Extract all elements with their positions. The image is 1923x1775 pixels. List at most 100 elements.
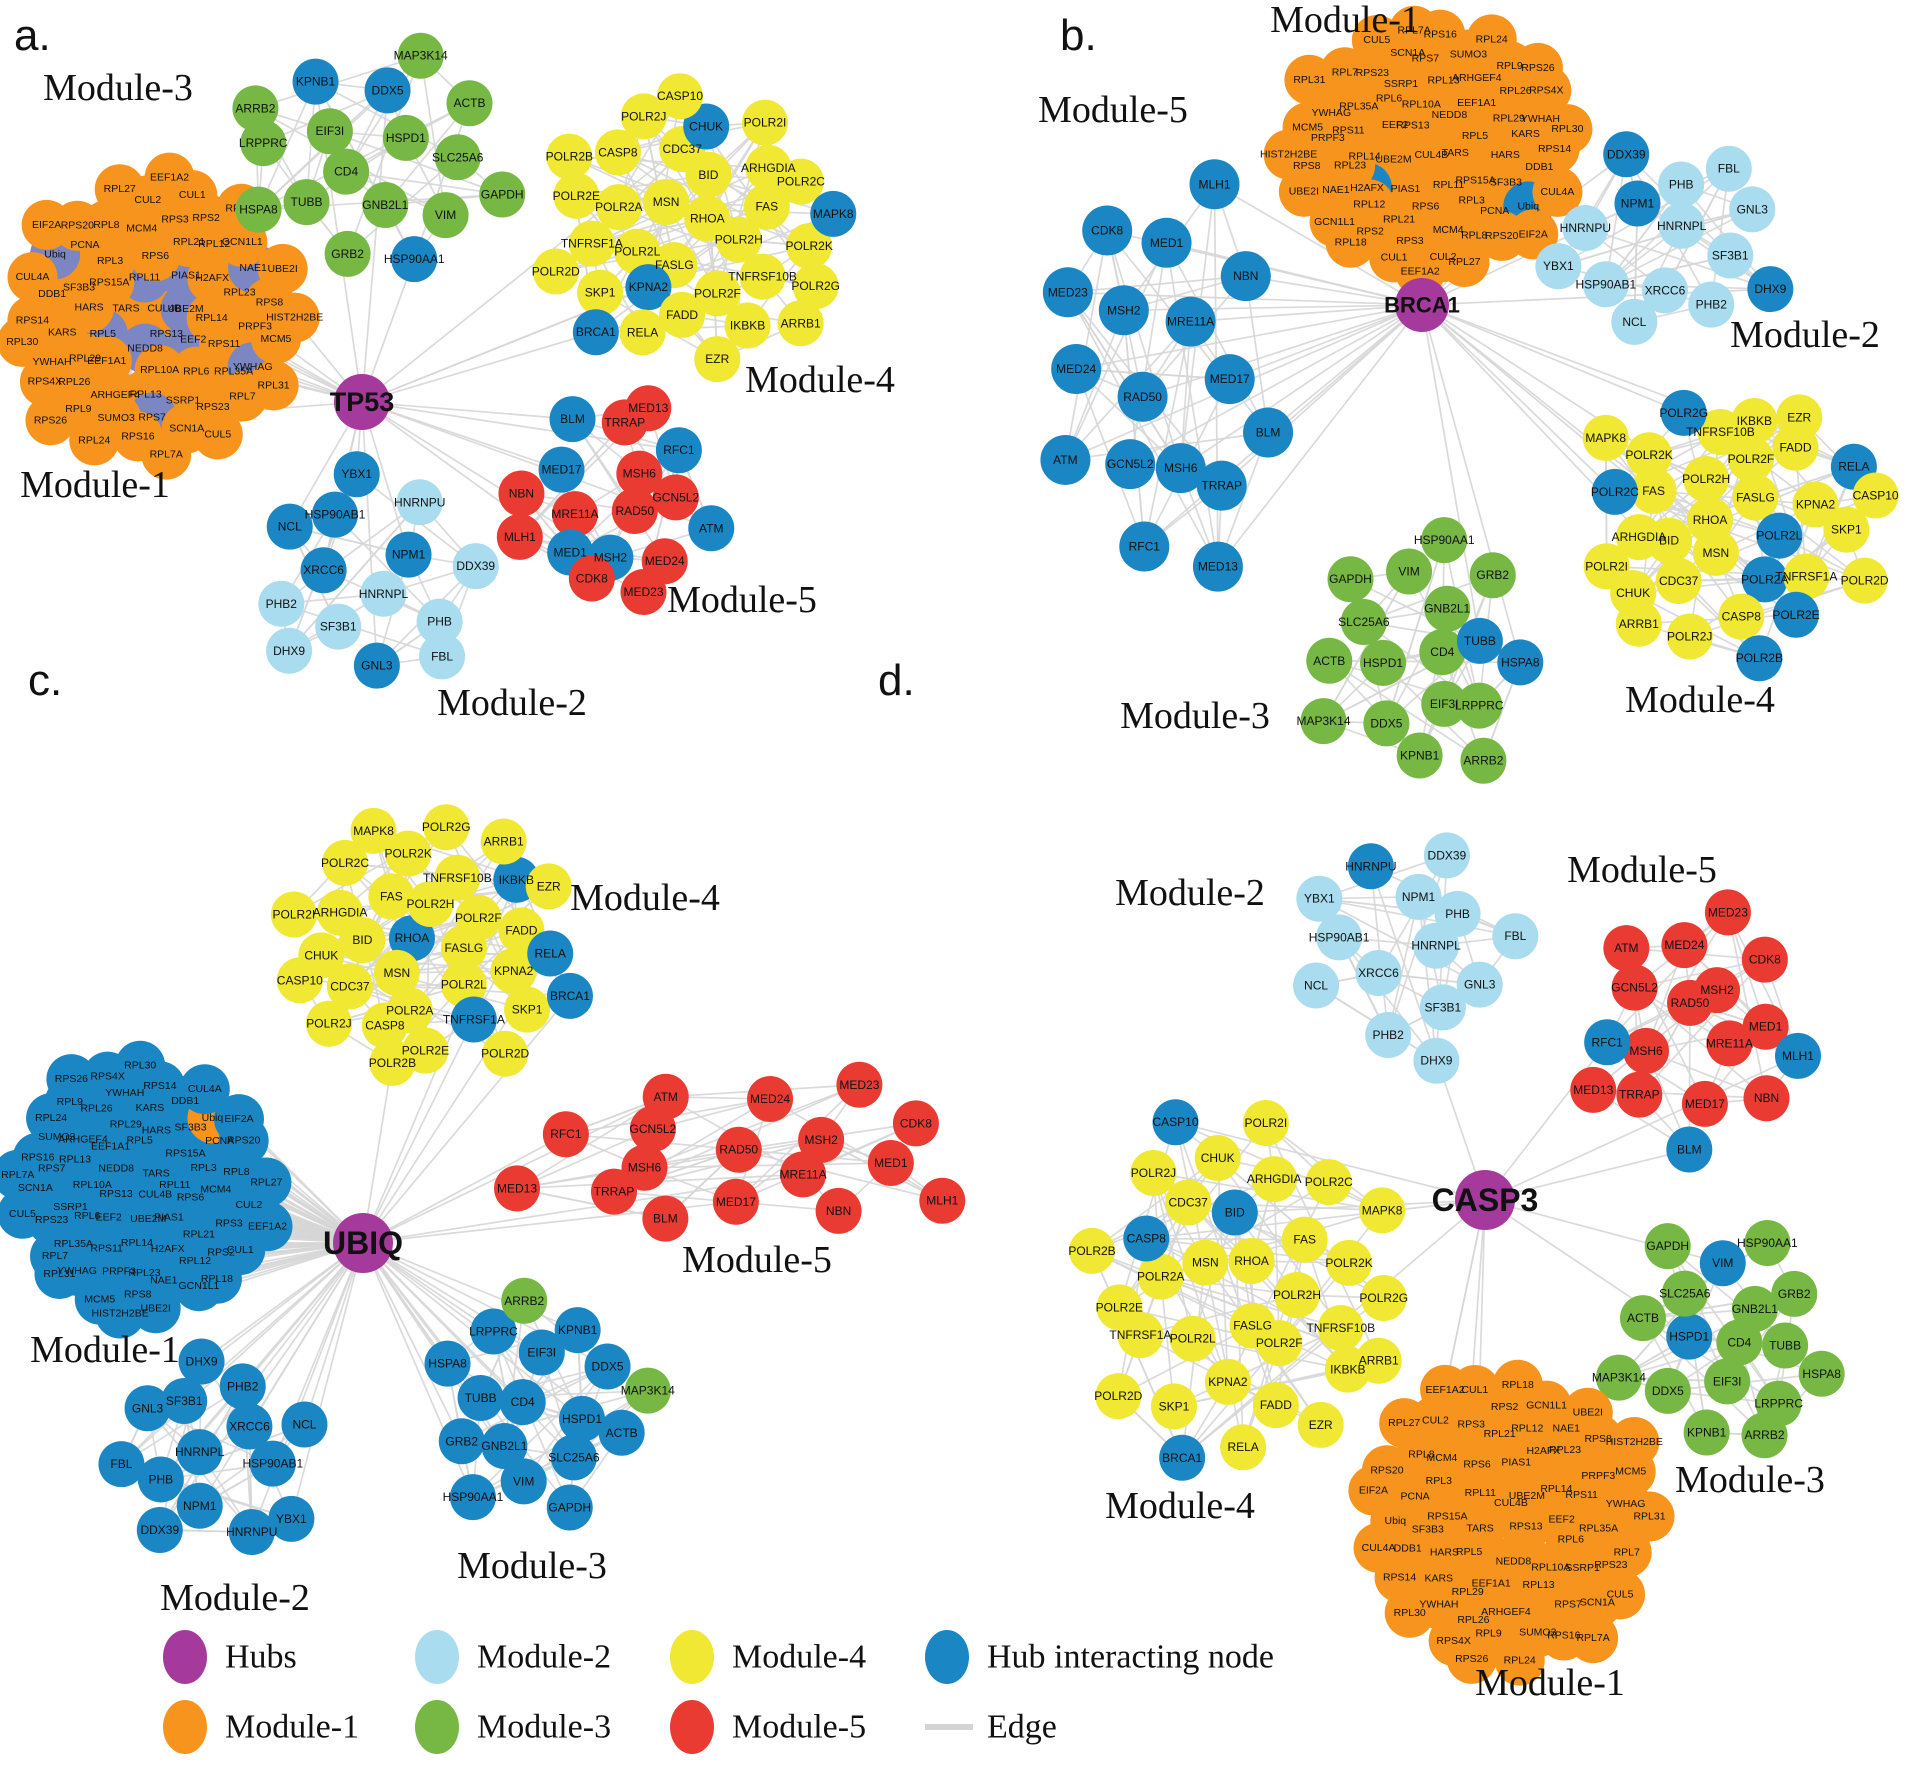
node-label-RPS8: RPS8 [124, 1288, 152, 1300]
node-MED24 [1661, 922, 1708, 969]
node-label-POLR2E: POLR2E [1096, 1300, 1143, 1314]
node-RPL30 [0, 316, 48, 367]
node-label-RPL7: RPL7 [42, 1250, 68, 1262]
edge [280, 501, 421, 605]
node-label-EEF2: EEF2 [180, 333, 206, 345]
module-label-c-m2: Module-2 [160, 1577, 310, 1619]
node-label-POLR2L: POLR2L [1170, 1332, 1216, 1346]
node-CASP8 [361, 1002, 408, 1049]
node-FADD [1252, 1382, 1299, 1429]
edge [1160, 1178, 1275, 1278]
node-HSP90AA1 [391, 236, 438, 283]
node-CUL4A [1532, 166, 1583, 217]
node-HSP90AB1 [1582, 261, 1629, 308]
legend-label: Module-5 [732, 1709, 866, 1746]
node-label-POLR2J: POLR2J [1131, 1166, 1176, 1180]
node-label-RPL11: RPL11 [159, 1179, 190, 1191]
node-ARRB2 [501, 1277, 548, 1324]
node-label-RPL14: RPL14 [121, 1237, 153, 1249]
node-label-TNFRSF1A: TNFRSF1A [561, 237, 623, 251]
legend-label: Module-2 [477, 1639, 611, 1676]
hub-node-CASP3 [1455, 1170, 1515, 1230]
node-FAS [1630, 467, 1677, 514]
node-MED17 [538, 446, 585, 493]
node-label-YBX1: YBX1 [1304, 892, 1335, 906]
node-label-GNB2L1: GNB2L1 [1732, 1302, 1778, 1316]
node-label-H2AFX: H2AFX [195, 272, 229, 284]
node-label-RPL24: RPL24 [1504, 1655, 1536, 1667]
node-label-EZR: EZR [705, 352, 729, 366]
node-label-CUL1: CUL1 [1381, 251, 1408, 263]
node-label-RFC1: RFC1 [663, 443, 695, 457]
node-CUL4A [1353, 1522, 1404, 1573]
legend-swatch-module-5 [670, 1700, 714, 1754]
node-label-RPL30: RPL30 [124, 1060, 156, 1072]
node-GAPDH [479, 171, 526, 218]
node-label-RELA: RELA [535, 947, 566, 961]
node-VIM [1699, 1240, 1746, 1287]
node-label-MED23: MED23 [1048, 285, 1088, 299]
node-label-RPL29: RPL29 [1452, 1586, 1484, 1598]
node-label-POLR2J: POLR2J [1667, 629, 1712, 643]
node-label-HSPD1: HSPD1 [386, 131, 426, 145]
node-POLR2K [786, 223, 833, 270]
node-POLR2D [1095, 1373, 1142, 1420]
node-ARRB2 [1741, 1412, 1788, 1459]
node-NPM1 [1614, 180, 1661, 227]
node-label-MSN: MSN [384, 966, 411, 980]
node-label-NCL: NCL [1622, 315, 1646, 329]
node-label-FASLG: FASLG [1233, 1319, 1272, 1333]
node-label-CUL5: CUL5 [9, 1208, 36, 1220]
node-HNRNPU [1347, 843, 1394, 890]
node-label-RPS8: RPS8 [1584, 1433, 1612, 1445]
node-YBX1 [333, 451, 380, 498]
node-RPL24 [1466, 14, 1517, 65]
node-FBL [1492, 913, 1539, 960]
node-EEF1A2 [242, 1201, 293, 1252]
node-label-ARRB2: ARRB2 [1463, 754, 1503, 768]
node-TNFRSF1A [1783, 553, 1830, 600]
node-FBL [1705, 145, 1752, 192]
node-RPL7 [1601, 1527, 1652, 1578]
node-label-BID: BID [698, 168, 718, 182]
node-label-SF3B1: SF3B1 [320, 620, 357, 634]
node-label-SCN1A: SCN1A [1580, 1597, 1615, 1609]
node-label-RPL12: RPL12 [1353, 198, 1385, 210]
node-MED1 [1742, 1003, 1789, 1050]
node-LRPPRC [240, 120, 287, 167]
node-label-FBL: FBL [431, 649, 453, 663]
node-label-EEF2: EEF2 [1382, 119, 1408, 131]
node-CD4 [1419, 629, 1466, 676]
node-label-HNRNPU: HNRNPU [1345, 859, 1396, 873]
node-label-HSP90AA1: HSP90AA1 [1414, 533, 1475, 547]
node-label-TARS: TARS [1442, 147, 1469, 159]
node-label-POLR2E: POLR2E [402, 1044, 449, 1058]
node-label-PCNA: PCNA [70, 239, 99, 251]
node-label-TRRAP: TRRAP [594, 1185, 635, 1199]
node-EIF2A [1348, 1465, 1399, 1516]
edge [1278, 1209, 1383, 1344]
node-label-RPS26: RPS26 [1455, 1653, 1488, 1665]
node-KPNB1 [554, 1307, 601, 1354]
node-label-RPL13: RPL13 [130, 389, 162, 401]
node-label-RPS20: RPS20 [227, 1135, 260, 1147]
hub-edge [1076, 304, 1423, 370]
edge [1160, 1275, 1342, 1329]
node-label-ATM: ATM [653, 1090, 677, 1104]
legend-label: Hub interacting node [987, 1639, 1274, 1676]
node-ACTB [1306, 637, 1353, 684]
node-label-EZR: EZR [1309, 1418, 1333, 1432]
node-label-UBE2M: UBE2M [1375, 154, 1411, 166]
node-MAPK8 [1359, 1187, 1406, 1234]
node-label-HNRNPU: HNRNPU [394, 495, 445, 509]
node-label-Ubiq: Ubiq [44, 248, 66, 260]
node-POLR2K [385, 830, 432, 877]
node-label-TARS: TARS [112, 302, 139, 314]
node-label-RPL29: RPL29 [1493, 113, 1525, 125]
edge [413, 102, 471, 260]
node-label-ACTB: ACTB [1627, 1311, 1659, 1325]
node-KPNA2 [625, 264, 672, 311]
node-ARHGDIA [1615, 514, 1662, 561]
node-label-CUL2: CUL2 [235, 1199, 262, 1211]
edge [1064, 230, 1109, 461]
